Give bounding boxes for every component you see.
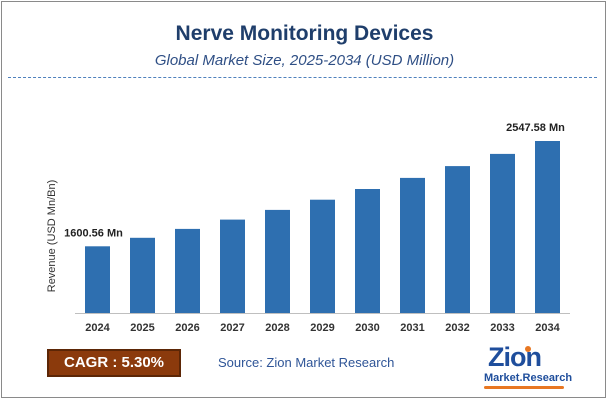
chart-subtitle: Global Market Size, 2025-2034 (USD Milli… xyxy=(154,52,455,69)
bar-2026 xyxy=(175,228,200,313)
bar-2034 xyxy=(535,141,560,313)
x-tick-label-2030: 2030 xyxy=(355,322,379,334)
cagr-badge: CAGR : 5.30% xyxy=(47,349,181,377)
x-tick-label-2031: 2031 xyxy=(400,322,424,334)
logo-dot-icon xyxy=(525,346,531,352)
bar-2032 xyxy=(445,166,470,313)
x-tick-label-2026: 2026 xyxy=(175,322,199,334)
bar-2028 xyxy=(265,209,290,313)
bar-2027 xyxy=(220,219,245,313)
data-label-2024: 1600.56 Mn xyxy=(64,227,123,239)
chart-title: Nerve Monitoring Devices xyxy=(175,22,434,45)
x-tick-label-2024: 2024 xyxy=(85,322,110,334)
zion-logo: Zion Market.Research xyxy=(478,342,572,392)
x-tick-label-2032: 2032 xyxy=(445,322,469,334)
y-axis-label: Revenue (USD Mn/Bn) xyxy=(46,179,58,293)
title-divider xyxy=(8,77,597,78)
x-tick-label-2028: 2028 xyxy=(265,322,289,334)
x-tick-label-2027: 2027 xyxy=(220,322,244,334)
bar-2029 xyxy=(310,199,335,313)
bar-2024 xyxy=(85,246,110,313)
logo-wordmark: Zion xyxy=(488,342,542,372)
bar-2030 xyxy=(355,189,380,313)
x-tick-label-2033: 2033 xyxy=(490,322,514,334)
x-tick-label-2029: 2029 xyxy=(310,322,334,334)
source-text: Source: Zion Market Research xyxy=(218,355,395,370)
logo-subtext: Market.Research xyxy=(484,372,573,384)
logo-swoosh-icon xyxy=(484,386,564,389)
bar-2033 xyxy=(490,153,515,313)
data-label-2034: 2547.58 Mn xyxy=(506,122,565,134)
bar-2025 xyxy=(130,237,155,313)
x-tick-label-2025: 2025 xyxy=(130,322,154,334)
x-tick-label-2034: 2034 xyxy=(535,322,560,334)
bar-2031 xyxy=(400,177,425,313)
